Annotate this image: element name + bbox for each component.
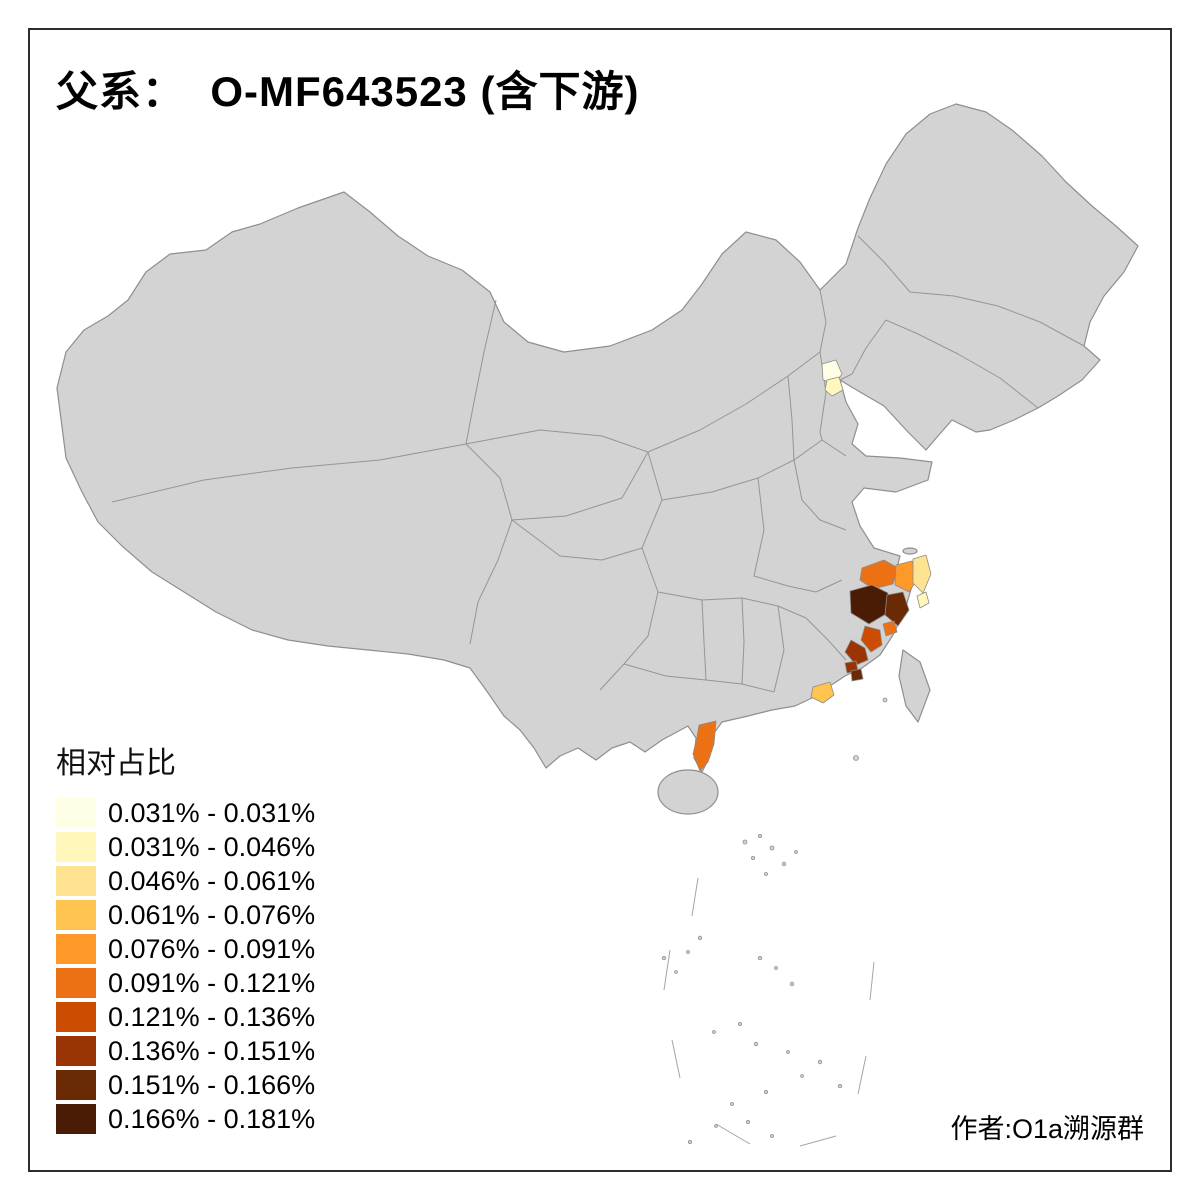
- map-region: [882, 620, 898, 637]
- legend-label: 0.151% - 0.166%: [108, 1069, 316, 1100]
- legend-rows: 0.031% - 0.031% 0.031% - 0.046% 0.046% - 0…: [56, 798, 315, 1134]
- page-title: 父系： O-MF643523 (含下游): [56, 68, 640, 115]
- legend-row: 0.136% - 0.151%: [56, 1036, 315, 1066]
- legend-swatch: [56, 968, 96, 998]
- map-region: [894, 560, 919, 593]
- map-region: [824, 376, 844, 397]
- sea-islands: [662, 697, 888, 1145]
- map-region: [916, 591, 930, 609]
- legend-swatch: [56, 1104, 96, 1134]
- attribution-text: 作者:O1a溯源群: [950, 1114, 1144, 1144]
- legend-row: 0.166% - 0.181%: [56, 1104, 315, 1134]
- maritime-dash-segments: [663, 877, 875, 1147]
- map-region: [859, 559, 899, 590]
- province-boundaries: [111, 235, 1085, 693]
- highlighted-regions: [692, 359, 932, 772]
- legend-row: 0.046% - 0.061%: [56, 866, 315, 896]
- map-region: [912, 554, 932, 594]
- legend-label: 0.031% - 0.046%: [108, 831, 316, 862]
- map-region: [884, 591, 910, 627]
- legend-label: 0.091% - 0.121%: [108, 967, 316, 998]
- legend-swatch: [56, 798, 96, 828]
- legend-label: 0.046% - 0.061%: [108, 865, 316, 896]
- map-region: [844, 639, 869, 666]
- legend-row: 0.121% - 0.136%: [56, 1002, 315, 1032]
- map-region: [810, 681, 835, 704]
- chongming-island: [902, 547, 918, 555]
- legend-row: 0.061% - 0.076%: [56, 900, 315, 930]
- taiwan-island: [898, 649, 931, 723]
- legend-label: 0.076% - 0.091%: [108, 933, 316, 964]
- legend-row: 0.091% - 0.121%: [56, 968, 315, 998]
- legend-swatch: [56, 900, 96, 930]
- legend-label: 0.121% - 0.136%: [108, 1001, 316, 1032]
- legend-swatch: [56, 832, 96, 862]
- legend-swatch: [56, 934, 96, 964]
- legend-label: 0.031% - 0.031%: [108, 797, 316, 828]
- map-region: [850, 668, 864, 682]
- legend-label: 0.061% - 0.076%: [108, 899, 316, 930]
- legend-label: 0.166% - 0.181%: [108, 1103, 316, 1134]
- map-base: [56, 103, 1139, 815]
- legend-row: 0.031% - 0.046%: [56, 832, 315, 862]
- china-mainland-outline: [56, 103, 1139, 773]
- legend-swatch: [56, 1070, 96, 1100]
- legend-row: 0.076% - 0.091%: [56, 934, 315, 964]
- legend-swatch: [56, 1036, 96, 1066]
- map-region: [860, 625, 883, 653]
- legend-label: 0.136% - 0.151%: [108, 1035, 316, 1066]
- legend-row: 0.031% - 0.031%: [56, 798, 315, 828]
- legend-swatch: [56, 866, 96, 896]
- legend-title: 相对占比: [56, 747, 176, 780]
- legend: 相对占比 0.031% - 0.031% 0.031% - 0.046% 0.046…: [56, 738, 315, 1138]
- hainan-island: [657, 769, 719, 815]
- legend-row: 0.151% - 0.166%: [56, 1070, 315, 1100]
- map-region: [692, 720, 717, 772]
- legend-swatch: [56, 1002, 96, 1032]
